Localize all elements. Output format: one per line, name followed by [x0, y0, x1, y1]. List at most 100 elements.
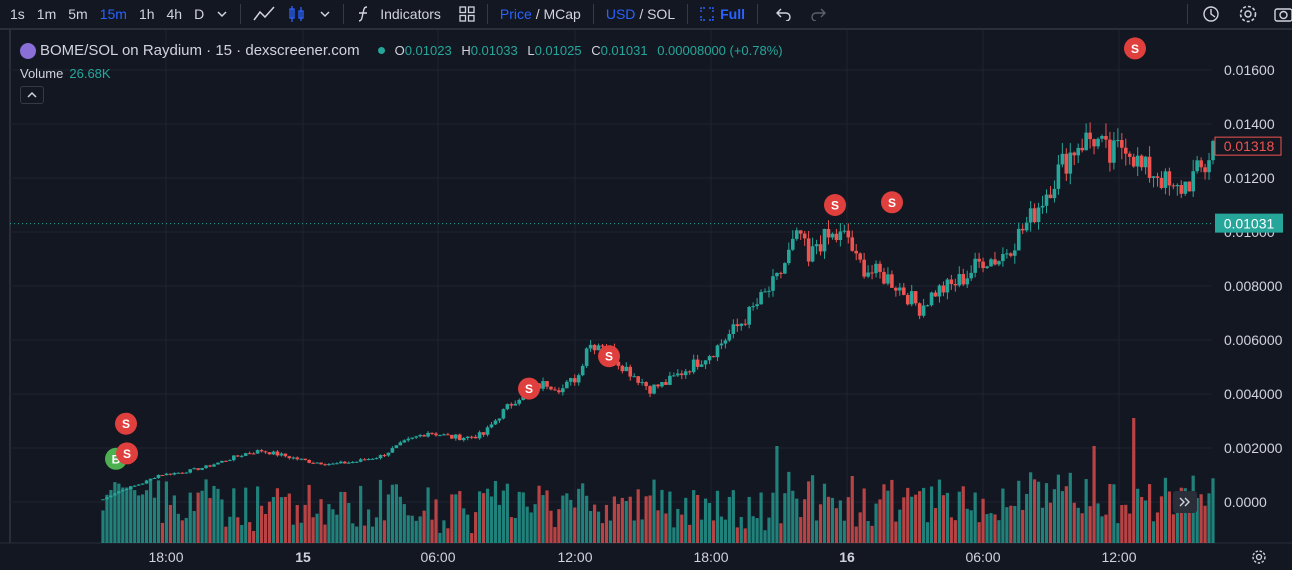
candle-body	[172, 473, 177, 475]
volume-bar	[1144, 500, 1148, 543]
volume-bar	[600, 523, 605, 543]
candle-body	[343, 461, 347, 464]
volume-bar	[331, 509, 335, 543]
volume-bar	[604, 504, 609, 543]
candle-body	[921, 305, 926, 316]
scroll-to-latest-button[interactable]	[1173, 491, 1197, 513]
chevron-down-icon[interactable]	[210, 8, 234, 20]
price-option[interactable]: Price	[499, 6, 532, 22]
candle-body	[719, 343, 724, 346]
candle-body	[1036, 207, 1041, 223]
volume-bar	[846, 497, 850, 543]
volume-bar	[259, 505, 264, 543]
candle-body	[1127, 153, 1132, 157]
candle-body	[1060, 153, 1065, 165]
interval-5m[interactable]: 5m	[68, 6, 88, 22]
interval-d[interactable]: D	[194, 6, 205, 22]
volume-bar	[378, 479, 383, 543]
open-value: 0.01023	[404, 43, 452, 58]
chevron-down-icon[interactable]	[313, 8, 337, 20]
candle-body	[303, 458, 307, 461]
candle-body	[418, 435, 422, 437]
volume-bar	[644, 496, 648, 543]
mcap-option[interactable]: MCap	[543, 6, 581, 22]
camera-icon[interactable]	[1266, 5, 1292, 23]
line-chart-icon[interactable]	[247, 6, 281, 22]
volume-bar	[180, 520, 184, 543]
volume-bar	[1005, 507, 1009, 543]
fullscreen-icon[interactable]	[694, 7, 720, 21]
candle-body	[790, 238, 795, 250]
candle-body	[1211, 141, 1215, 161]
candle-body	[1056, 164, 1061, 189]
interval-4h[interactable]: 4h	[166, 6, 183, 22]
candle-body	[434, 433, 438, 436]
volume-bar	[1116, 523, 1120, 543]
sol-option[interactable]: SOL	[647, 6, 676, 22]
layout-grid-icon[interactable]	[447, 6, 481, 22]
candle-body	[283, 453, 288, 457]
candle-body	[358, 459, 363, 462]
volume-bar	[890, 479, 894, 543]
volume-bar	[481, 493, 486, 543]
volume-bar	[838, 500, 842, 543]
volume-bar	[1120, 505, 1124, 543]
currency-toggle[interactable]: USD / SOL	[600, 6, 681, 22]
volume-bar	[1151, 521, 1156, 543]
gear-icon[interactable]	[1230, 4, 1266, 24]
volume-bar	[462, 508, 466, 543]
redo-icon[interactable]	[798, 7, 832, 21]
volume-bar	[438, 532, 442, 543]
candle-body	[1139, 155, 1144, 168]
candle-body	[557, 390, 561, 393]
volume-bar	[343, 491, 347, 543]
signal-label: B	[112, 452, 121, 466]
volume-bar	[826, 496, 831, 543]
undo-icon[interactable]	[764, 7, 798, 21]
interval-15m[interactable]: 15m	[99, 6, 127, 22]
candle-body	[1028, 208, 1033, 223]
volume-bar	[299, 522, 303, 543]
candle-body	[1135, 155, 1140, 167]
candle-body	[1044, 194, 1049, 206]
interval-1s[interactable]: 1s	[10, 6, 25, 22]
volume-bar	[680, 514, 684, 543]
volume-bar	[1100, 516, 1104, 543]
candlestick-chart[interactable]: 0.016000.014000.012000.010000.0080000.00…	[0, 30, 1292, 570]
price-mcap-toggle[interactable]: Price / MCap	[494, 6, 587, 22]
indicators-button[interactable]: Indicators	[380, 6, 441, 22]
alert-clock-icon[interactable]	[1194, 4, 1230, 24]
volume-bar	[152, 497, 157, 543]
volume-bar	[660, 489, 664, 543]
volume-bar	[668, 491, 672, 543]
candle-body	[414, 436, 418, 438]
candle-body	[295, 457, 300, 460]
usd-option[interactable]: USD	[605, 6, 636, 22]
chart-area[interactable]: 0.016000.014000.012000.010000.0080000.00…	[0, 30, 1292, 570]
candle-body	[136, 484, 141, 486]
volume-bar	[818, 504, 823, 543]
full-button[interactable]: Full	[720, 6, 745, 22]
candle-body	[485, 427, 490, 435]
volume-bar	[755, 518, 759, 543]
candles-icon[interactable]	[281, 5, 313, 23]
function-icon[interactable]	[350, 5, 378, 23]
low-value: 0.01025	[534, 43, 582, 58]
volume-bar	[692, 490, 696, 543]
volume-bar	[474, 512, 478, 543]
volume-bar	[561, 495, 565, 543]
volume-bar	[212, 485, 216, 543]
candle-body	[1100, 135, 1104, 139]
candle-body	[787, 249, 791, 264]
candle-body	[251, 453, 256, 455]
candle-body	[1203, 167, 1207, 173]
volume-bar	[295, 505, 299, 543]
axis-settings-button[interactable]	[1251, 549, 1267, 565]
candle-body	[180, 472, 185, 474]
volume-bar	[133, 490, 137, 543]
x-tick-label: 15	[295, 549, 311, 565]
collapse-legend-button[interactable]	[20, 86, 44, 104]
interval-1m[interactable]: 1m	[36, 6, 57, 22]
candle-body	[584, 348, 589, 366]
interval-1h[interactable]: 1h	[138, 6, 155, 22]
